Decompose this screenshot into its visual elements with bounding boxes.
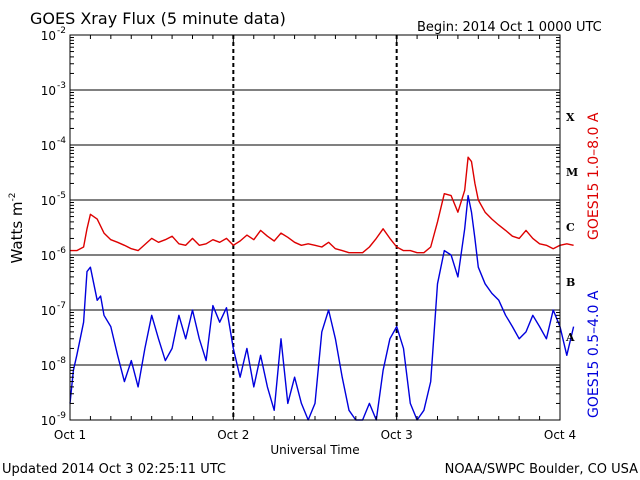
x-tick-label: Oct 4: [544, 428, 576, 442]
y-tick-exponent: -8: [57, 356, 66, 366]
y-tick-label: 10: [41, 304, 56, 318]
y-tick-base: 10: [41, 249, 56, 263]
y-tick-label: 10: [41, 249, 56, 263]
y-axis-title-sup: -2: [8, 192, 18, 201]
y-tick-exponent: -7: [57, 301, 66, 311]
y-tick-base: 10: [41, 359, 56, 373]
flare-class-label: C: [566, 221, 575, 234]
series-label-short: GOES15 0.5–4.0 A: [586, 290, 602, 418]
flare-class-label: X: [566, 111, 575, 124]
updated-label: Updated 2014 Oct 3 02:25:11 UTC: [2, 462, 226, 477]
y-tick-label: 10: [41, 29, 56, 43]
y-tick-base: 10: [41, 414, 56, 428]
y-axis-title: Watts m-2: [8, 192, 26, 263]
x-tick-label: Oct 3: [381, 428, 413, 442]
y-tick-base: 10: [41, 84, 56, 98]
plot-frame: [69, 34, 561, 421]
y-tick-exponent: -5: [57, 191, 66, 201]
series-label-long: GOES15 1.0–8.0 A: [586, 112, 602, 240]
credit-label: NOAA/SWPC Boulder, CO USA: [445, 462, 638, 477]
y-tick-base: 10: [41, 139, 56, 153]
series-short-line: [69, 194, 575, 421]
flare-class-label: M: [566, 166, 578, 179]
y-tick-exponent: -3: [57, 81, 66, 91]
y-tick-label: 10: [41, 139, 56, 153]
y-tick-exponent: -4: [57, 136, 66, 146]
series-lines: [69, 156, 575, 421]
x-axis-title: Universal Time: [270, 443, 359, 457]
grid: [70, 35, 560, 420]
y-tick-exponent: -9: [57, 411, 66, 421]
y-tick-exponent: -2: [57, 26, 66, 36]
begin-label: Begin: 2014 Oct 1 0000 UTC: [417, 20, 602, 35]
y-tick-label: 10: [41, 414, 56, 428]
y-tick-base: 10: [41, 29, 56, 43]
y-tick-exponent: -6: [57, 246, 66, 256]
x-tick-label: Oct 1: [54, 428, 86, 442]
y-tick-label: 10: [41, 194, 56, 208]
x-tick-label: Oct 2: [217, 428, 249, 442]
y-axis-title-text: Watts m: [8, 201, 26, 263]
flare-class-label: B: [566, 276, 575, 289]
y-tick-label: 10: [41, 359, 56, 373]
y-tick-base: 10: [41, 194, 56, 208]
chart-title: GOES Xray Flux (5 minute data): [30, 9, 286, 28]
flare-class-label: A: [565, 331, 575, 344]
y-tick-base: 10: [41, 304, 56, 318]
y-tick-label: 10: [41, 84, 56, 98]
series-long-line: [70, 156, 574, 254]
